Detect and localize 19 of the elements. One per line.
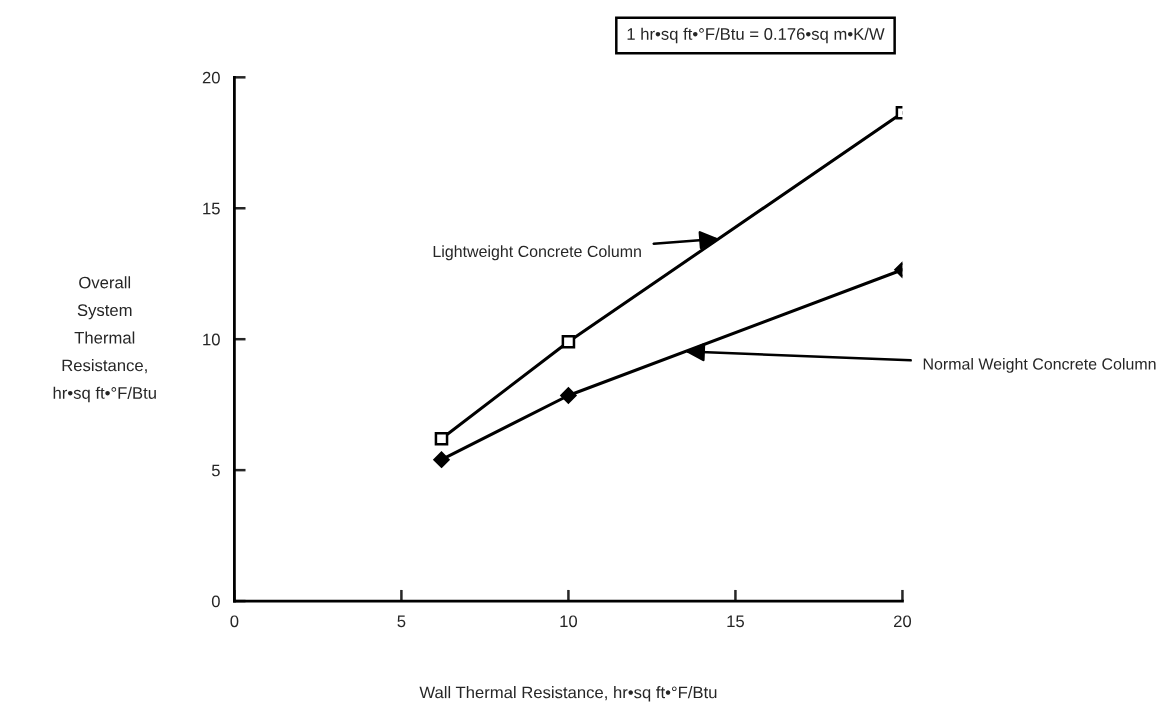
y-tick-label: 10: [203, 333, 220, 346]
y-tick-label: 20: [202, 71, 220, 84]
text: Normal Weight Concrete Column: [923, 357, 1156, 373]
series-label: Lightweight Concrete Column: [433, 245, 641, 261]
point: [561, 335, 576, 349]
text: 1 hr•sq ft•°F/Btu = 0.176•sq m•K/W: [627, 27, 885, 44]
x-tick-label: 0: [230, 615, 239, 628]
y-tick-label: 5: [211, 464, 220, 477]
point: [434, 431, 449, 446]
y-axis-title: Overall System Thermal Resistance, hr•sq ft•°F/Btu: [53, 276, 156, 403]
x-tick-label: 5: [397, 615, 406, 628]
x-axis-title: Wall Thermal Resistance, hr•sq ft•°F/Btu: [419, 686, 717, 702]
x-tick-label: 20: [894, 615, 912, 628]
x-tick-label: 15: [727, 615, 744, 628]
y-tick-label: 0: [211, 595, 220, 608]
point: [560, 387, 577, 404]
x-tick-label: 10: [560, 615, 578, 628]
point: [433, 451, 450, 468]
y-tick-label: 15: [203, 202, 220, 215]
